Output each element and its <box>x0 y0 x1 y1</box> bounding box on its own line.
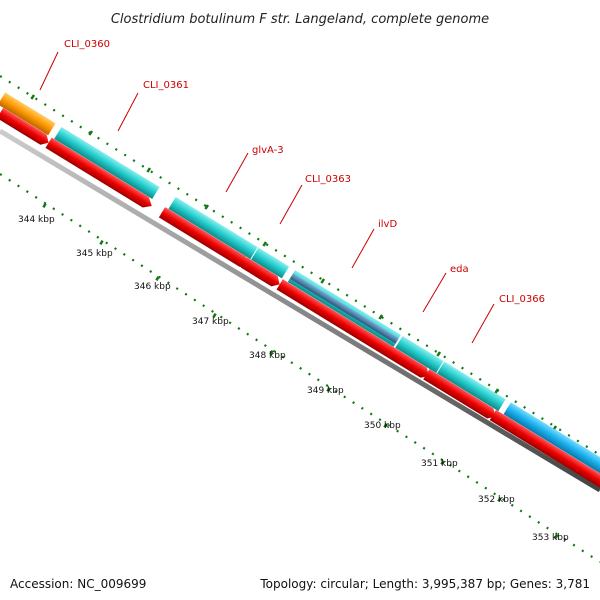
tick-label: 353 kbp <box>532 533 569 543</box>
gene-label-eda[interactable]: eda <box>450 264 469 275</box>
gene-feature-cli-0361[interactable] <box>54 126 160 199</box>
map-title: Clostridium botulinum F str. Langeland, … <box>111 12 489 27</box>
gene-feature-eda[interactable] <box>395 335 444 373</box>
tick-ring-inner <box>0 173 600 563</box>
tick-mark <box>440 459 445 466</box>
tick-mark <box>383 422 388 429</box>
gene-feature-ilvd-inner <box>289 273 399 344</box>
tick-mark <box>326 386 331 393</box>
tick-mark <box>146 167 152 173</box>
gene-track <box>0 92 600 488</box>
tick-mark <box>204 204 210 210</box>
tick-label: 349 kbp <box>307 386 344 396</box>
gene-feature-cli-0360[interactable] <box>0 92 56 136</box>
tick-label: 348 kbp <box>249 351 286 361</box>
tick-mark <box>212 312 217 319</box>
label-leader-line <box>471 303 495 344</box>
cds-arrow[interactable] <box>381 343 432 381</box>
gene-label-glva-3[interactable]: glvA-3 <box>252 145 284 156</box>
tick-mark <box>436 351 442 357</box>
tick-label: 346 kbp <box>134 282 171 292</box>
cds-arrow[interactable] <box>276 279 394 357</box>
tick-label: 344 kbp <box>18 215 55 225</box>
tick-marks-major <box>42 202 559 540</box>
tick-label: 352 kbp <box>478 495 515 505</box>
tick-mark <box>99 239 104 246</box>
tick-labels: 344 kbp 345 kbp 346 kbp 347 kbp 348 kbp … <box>18 215 569 543</box>
tick-ring-outer <box>0 75 600 456</box>
gene-label-cli-0363[interactable]: CLI_0363 <box>305 174 351 185</box>
genome-backbone <box>0 128 600 493</box>
gene-labels: CLI_0360 CLI_0361 glvA-3 CLI_0363 ilvD e… <box>39 39 545 344</box>
tick-mark <box>320 278 326 284</box>
cds-arrow[interactable] <box>423 369 498 422</box>
tick-label: 345 kbp <box>76 249 113 259</box>
cds-arrow[interactable] <box>158 207 252 271</box>
genome-stats-text: Topology: circular; Length: 3,995,387 bp… <box>260 577 590 591</box>
label-leader-line <box>117 92 139 132</box>
cds-arrow[interactable] <box>0 107 52 148</box>
tick-mark <box>88 130 94 136</box>
tick-label: 347 kbp <box>192 317 229 327</box>
gene-label-cli-0361[interactable]: CLI_0361 <box>143 80 189 91</box>
gene-label-cli-0360[interactable]: CLI_0360 <box>64 39 110 50</box>
label-leader-line <box>422 272 447 313</box>
gene-feature-cli-0366[interactable] <box>437 361 506 412</box>
cds-track <box>0 107 600 499</box>
label-leader-line <box>39 51 59 91</box>
tick-mark <box>155 275 160 282</box>
tick-mark <box>30 94 36 100</box>
cds-arrow[interactable] <box>45 137 154 211</box>
tick-mark <box>269 349 274 356</box>
tick-mark <box>42 202 47 209</box>
cds-arrow[interactable] <box>240 257 283 289</box>
label-leader-line <box>351 228 375 269</box>
gene-label-ilvd[interactable]: ilvD <box>378 219 397 230</box>
tick-mark <box>262 241 268 247</box>
gene-feature-next[interactable] <box>503 402 600 488</box>
tick-mark <box>494 388 500 394</box>
cds-arrow[interactable] <box>489 409 600 499</box>
gene-label-cli-0366[interactable]: CLI_0366 <box>499 294 545 305</box>
tick-mark <box>378 314 384 320</box>
tick-ring-inner-dots <box>0 173 600 563</box>
tick-mark <box>554 533 559 540</box>
tick-label: 350 kbp <box>364 421 401 431</box>
accession-text: Accession: NC_009699 <box>10 577 147 591</box>
gene-feature-cli-0363[interactable] <box>251 247 290 279</box>
gene-feature-glva-3[interactable] <box>168 196 258 260</box>
tick-mark <box>497 496 502 503</box>
label-leader-line <box>225 152 249 193</box>
tick-label: 351 kbp <box>421 459 458 469</box>
label-leader-line <box>279 184 303 225</box>
